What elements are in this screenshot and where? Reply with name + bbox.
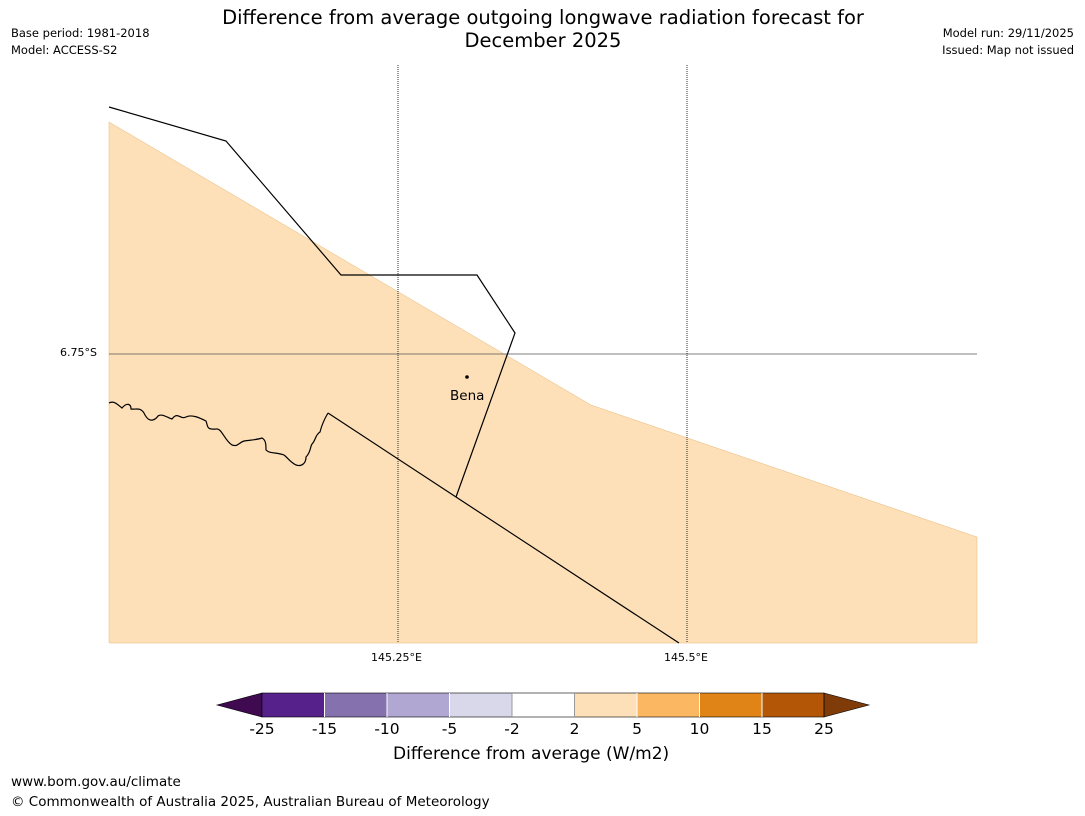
legend-extend-low (215, 692, 263, 718)
legend-title: Difference from average (W/m2) (393, 744, 670, 764)
legend-swatch-2 (324, 693, 387, 717)
base-period: Base period: 1981-2018 (11, 26, 150, 40)
legend-frame (261, 692, 825, 718)
legend-swatch-9 (762, 693, 825, 717)
legend-tick: 25 (814, 720, 834, 738)
issued-status: Issued: Map not issued (942, 43, 1074, 57)
legend-swatch-4 (449, 693, 512, 717)
meta-right: Model run: 29/11/2025 Issued: Map not is… (942, 25, 1074, 59)
longitude-label-2: 145.5°E (664, 651, 708, 664)
legend-tick: -15 (311, 720, 338, 738)
legend-tick: -2 (504, 720, 520, 738)
legend-extend-high (823, 692, 871, 718)
boundary-line-north (108, 106, 516, 498)
legend-swatch-7 (637, 693, 700, 717)
map-title-line1: Difference from average outgoing longwav… (222, 6, 864, 29)
map-title-line2: December 2025 (464, 29, 622, 52)
river-line (108, 401, 329, 467)
town-marker (465, 375, 469, 379)
anomaly-fill-region (108, 121, 978, 644)
legend-tick: 5 (632, 720, 642, 738)
latitude-label: 6.75°S (60, 346, 97, 359)
footer-copyright: © Commonwealth of Australia 2025, Austra… (11, 794, 490, 810)
model-name: Model: ACCESS-S2 (11, 43, 118, 57)
legend-tick: 10 (689, 720, 710, 738)
longitude-label-1: 145.25°E (371, 651, 422, 664)
legend-dividers (324, 693, 763, 717)
legend-tick: -10 (374, 720, 400, 738)
meta-left: Base period: 1981-2018 Model: ACCESS-S2 (11, 25, 150, 59)
legend-swatch-6 (574, 693, 637, 717)
legend-swatch-1 (262, 693, 325, 717)
footer-url: www.bom.gov.au/climate (11, 774, 181, 790)
legend-tick: -25 (249, 720, 275, 738)
legend-swatch-5 (512, 693, 575, 717)
model-run: Model run: 29/11/2025 (942, 26, 1074, 40)
map-title: Difference from average outgoing longwav… (143, 6, 943, 52)
legend-tick: 15 (752, 720, 772, 738)
legend-swatch-3 (387, 693, 450, 717)
legend-tick: 2 (569, 720, 580, 738)
boundary-line-south (327, 412, 680, 644)
legend-tick: -5 (441, 720, 458, 738)
legend-swatch-8 (699, 693, 762, 717)
town-label: Bena (450, 388, 485, 404)
